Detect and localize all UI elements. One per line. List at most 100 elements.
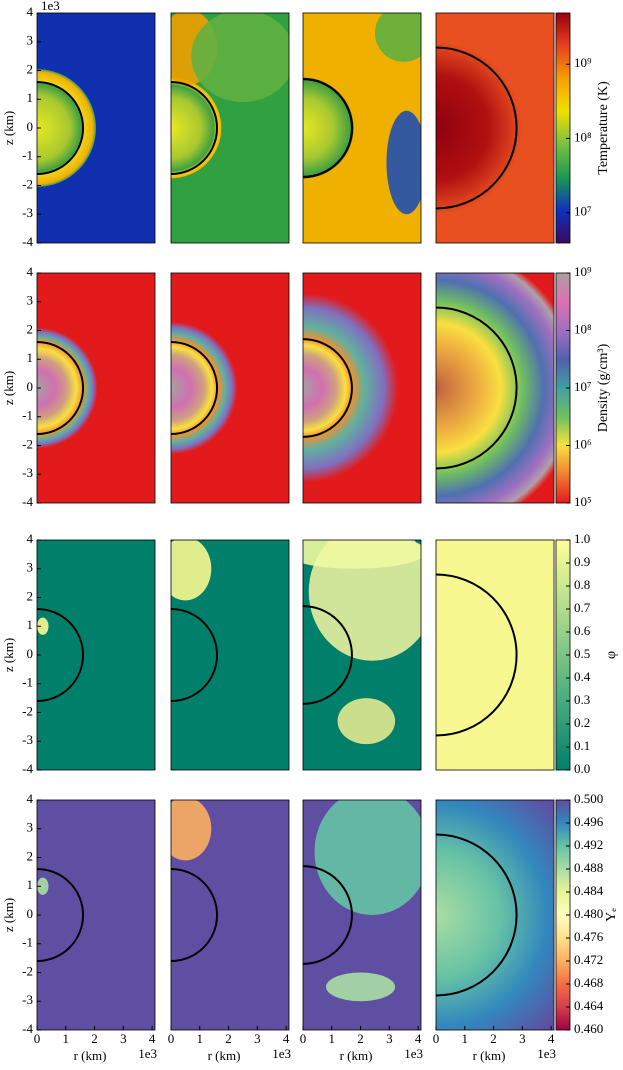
contour [171, 608, 219, 702]
y-tick-label: -3 [22, 732, 33, 747]
panel-frame [170, 799, 290, 1031]
colorbar-tick-label: 10⁸ [574, 321, 592, 336]
field-feature [37, 617, 49, 635]
colorbar-label: Yₑ [604, 908, 619, 922]
y-axis-label: z (km) [1, 638, 16, 672]
field-disc [37, 69, 96, 187]
colorbar-tick-label: 10⁶ [574, 436, 592, 451]
y-axis-label: z (km) [1, 371, 16, 405]
x-tick-label: 4 [283, 1031, 290, 1046]
x-tick-label: 0 [34, 1031, 41, 1046]
panel-frame [170, 12, 290, 244]
field-feature [314, 800, 421, 915]
colorbar-tick-label: 0.480 [574, 906, 603, 921]
field-disc [303, 293, 398, 483]
y-tick-label: -2 [22, 176, 33, 191]
field-feature [37, 877, 49, 895]
x-tick-label: 4 [415, 1031, 422, 1046]
panel-frame [435, 539, 555, 771]
y-tick-label: -1 [22, 148, 33, 163]
colorbar-tick-label: 0.6 [574, 623, 591, 638]
x-offset-label: 1e3 [537, 1046, 556, 1061]
colorbar-label: Density (g/cm³) [596, 343, 611, 432]
y-tick-label: -4 [22, 1021, 33, 1036]
contour [37, 868, 85, 962]
y-tick-label: 2 [27, 61, 34, 76]
field-feature [308, 540, 421, 661]
colorbar-tick-label: 0.3 [574, 692, 590, 707]
panel-background [37, 800, 155, 1030]
contour [171, 341, 219, 435]
x-tick-label: 1 [462, 1031, 469, 1046]
colorbar-tick-label: 10⁹ [574, 264, 592, 279]
x-tick-label: 2 [490, 1031, 497, 1046]
y-tick-label: -2 [22, 703, 33, 718]
colorbar-tick-label: 0.468 [574, 975, 603, 990]
colorbar-tick-label: 10⁵ [574, 494, 592, 509]
colorbar-tick-label: 0.1 [574, 738, 590, 753]
colorbar-tick-label: 0.7 [574, 600, 591, 615]
y-tick-label: 1 [27, 617, 34, 632]
y-tick-label: 0 [27, 906, 34, 921]
y-tick-label: -1 [22, 408, 33, 423]
y-tick-label: 1 [27, 877, 34, 892]
y-tick-label: 3 [27, 293, 34, 308]
field-feature [191, 13, 289, 103]
contour [171, 81, 219, 175]
panel-frame [170, 272, 290, 504]
panel [171, 540, 289, 770]
panel-background [37, 540, 155, 770]
y-tick-label: -3 [22, 465, 33, 480]
y-tick-label: 3 [27, 560, 34, 575]
x-tick-label: 1 [329, 1031, 336, 1046]
y-tick-label: 4 [27, 791, 34, 806]
y-axis-label: z (km) [1, 898, 16, 932]
x-offset-label: 1e3 [404, 1046, 423, 1061]
panel [171, 273, 289, 503]
field-feature [171, 800, 212, 861]
field-feature [171, 540, 212, 601]
x-tick-label: 2 [91, 1031, 98, 1046]
x-axis-label: r (km) [340, 1048, 373, 1063]
colorbar-tick-label: 0.0 [574, 761, 590, 776]
x-tick-label: 0 [300, 1031, 307, 1046]
contour [37, 81, 85, 175]
panel [171, 13, 289, 243]
y-tick-label: 0 [27, 119, 34, 134]
y-tick-label: -1 [22, 935, 33, 950]
y-tick-label: 4 [27, 264, 34, 279]
panel-frame [435, 12, 555, 244]
y-tick-label: -3 [22, 205, 33, 220]
x-tick-label: 3 [254, 1031, 261, 1046]
y-tick-label: -3 [22, 992, 33, 1007]
colorbar-tick-label: 10⁹ [574, 55, 592, 70]
y-tick-label: 3 [27, 33, 34, 48]
colorbar-tick-label: 0.5 [574, 646, 590, 661]
contour [303, 865, 353, 965]
panel [303, 13, 421, 243]
panel-frame [302, 799, 422, 1031]
panel [303, 540, 421, 770]
x-offset-label: 1e3 [138, 1046, 157, 1061]
y-tick-label: -4 [22, 494, 33, 509]
panel-frame [302, 12, 422, 244]
panel [37, 540, 155, 770]
x-tick-label: 3 [386, 1031, 393, 1046]
x-tick-label: 4 [149, 1031, 156, 1046]
x-axis-label: r (km) [74, 1048, 107, 1063]
colorbar-tick-label: 10⁷ [574, 204, 592, 219]
y-tick-label: 1 [27, 90, 34, 105]
x-tick-label: 4 [548, 1031, 555, 1046]
field-feature [386, 110, 421, 215]
x-tick-label: 3 [519, 1031, 526, 1046]
y-tick-label: 2 [27, 848, 34, 863]
y-tick-label: -1 [22, 675, 33, 690]
x-axis-label: r (km) [208, 1048, 241, 1063]
field-feature [337, 698, 396, 745]
y-tick-label: -4 [22, 761, 33, 776]
panel [303, 800, 421, 1030]
colorbar-tick-label: 10⁷ [574, 379, 592, 394]
panel-frame [435, 272, 555, 504]
panel [436, 13, 554, 243]
